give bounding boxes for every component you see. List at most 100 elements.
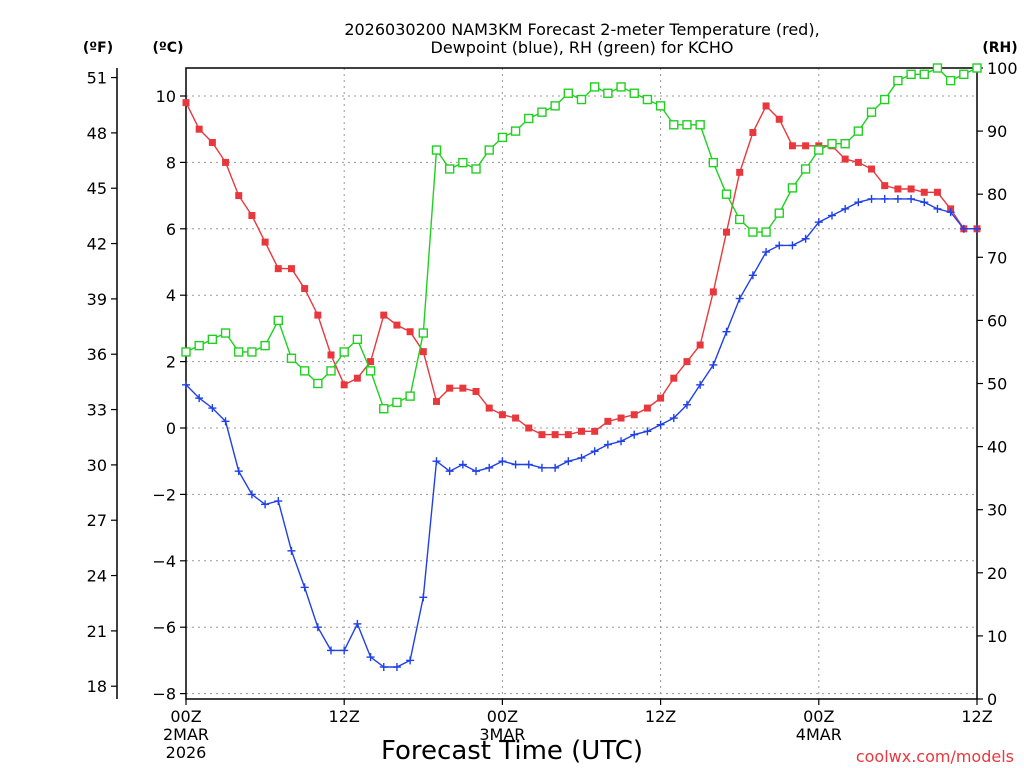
rh-tick-label: 30 <box>987 501 1007 520</box>
rh-point <box>497 132 508 143</box>
rh-tick-label: 20 <box>987 564 1007 583</box>
dewpoint-point <box>617 437 626 446</box>
f-tick-label: 33 <box>87 401 107 420</box>
dewpoint-point <box>419 593 428 602</box>
rh-point <box>194 340 204 351</box>
rh-point <box>286 353 297 363</box>
rh-point <box>273 315 283 326</box>
2-meter-temperature-point <box>643 404 651 412</box>
dewpoint-point <box>445 467 454 476</box>
rh-point <box>629 88 639 98</box>
rh-tick-label: 0 <box>987 690 997 709</box>
dewpoint-point <box>959 224 968 233</box>
rh-point <box>906 69 916 80</box>
dewpoint-point <box>827 211 836 220</box>
x-tick-label: 00Z <box>803 707 834 726</box>
rh-point <box>932 63 943 73</box>
dewpoint-point <box>682 400 691 409</box>
2-meter-temperature-point <box>551 431 559 439</box>
f-tick-label: 42 <box>87 235 107 254</box>
rh-point <box>313 378 323 389</box>
dewpoint-point <box>814 218 823 227</box>
dewpoint-point <box>709 360 718 369</box>
rh-point <box>444 164 455 174</box>
rh-tick-label: 60 <box>987 311 1007 330</box>
dewpoint-point <box>564 457 573 466</box>
rh-point <box>761 227 771 237</box>
rh-tick-label: 80 <box>987 185 1007 204</box>
f-tick-label: 48 <box>87 124 107 143</box>
chart-title: 2026030200 NAM3KM Forecast 2-meter Tempe… <box>344 20 819 39</box>
rh-point <box>352 334 363 345</box>
2-meter-temperature-point <box>881 182 889 190</box>
2-meter-temperature-line <box>185 102 977 436</box>
rh-point <box>945 75 956 86</box>
rh-tick-label: 50 <box>987 375 1007 394</box>
c-tick-label: 0 <box>166 419 176 438</box>
dewpoint-point <box>590 447 599 456</box>
rh-point <box>866 107 877 117</box>
2-meter-temperature-point <box>854 158 862 166</box>
dewpoint-point <box>630 430 639 439</box>
2-meter-temperature-point <box>498 411 506 419</box>
2-meter-temperature-point <box>802 142 810 150</box>
dewpoint-point <box>300 583 309 592</box>
dewpoint-point <box>432 457 441 466</box>
dewpoint-point <box>379 663 388 672</box>
dewpoint-point <box>867 194 876 203</box>
series-group <box>181 63 982 672</box>
rh-point <box>405 391 415 401</box>
2-meter-temperature-point <box>235 192 243 200</box>
2-meter-temperature-point <box>933 188 941 196</box>
rh-point <box>669 120 679 130</box>
rh-tick-label: 100 <box>987 59 1018 78</box>
2-meter-temperature-point <box>749 129 757 137</box>
f-tick-label: 39 <box>87 290 107 309</box>
2-meter-temperature-point <box>485 404 493 412</box>
2-meter-temperature-point <box>578 427 585 435</box>
dewpoint-point <box>762 248 771 257</box>
c-tick-label: 8 <box>166 153 176 172</box>
rh-line <box>185 67 978 410</box>
rh-point <box>682 120 692 130</box>
rh-point <box>418 328 428 338</box>
rh-point <box>458 157 468 168</box>
rh-point <box>392 397 402 408</box>
2-meter-temperature-point <box>340 381 348 389</box>
dewpoint-point <box>669 414 678 423</box>
2-meter-temperature-point <box>604 417 612 425</box>
2-meter-temperature-point <box>617 414 625 422</box>
dewpoint-point <box>722 327 731 336</box>
rh-tick-label: 90 <box>987 122 1007 141</box>
2-meter-temperature-point <box>353 374 361 382</box>
rh-point <box>537 107 547 117</box>
rh-point <box>655 101 666 111</box>
dewpoint-point <box>801 234 810 243</box>
dewpoint-point <box>274 497 283 506</box>
rh-tick-label: 10 <box>987 627 1007 646</box>
2-meter-temperature-point <box>841 155 849 163</box>
dewpoint-point <box>287 546 296 555</box>
rh-point <box>365 366 376 376</box>
2-meter-temperature-point <box>208 138 216 146</box>
axes: 5148454239363330272421181086420−2−4−6−81… <box>87 59 1018 762</box>
f-unit-label: (ºF) <box>83 40 113 56</box>
c-tick-label: −6 <box>152 618 176 637</box>
rh-point <box>563 88 574 98</box>
rh-point <box>207 334 218 345</box>
dewpoint-point <box>524 460 533 469</box>
dewpoint-point <box>498 457 507 466</box>
x-tick-label: 12Z <box>329 707 360 726</box>
x-tick-date: 2MAR <box>163 725 209 744</box>
2-meter-temperature-point <box>393 321 401 329</box>
rh-point <box>708 157 719 168</box>
rh-point <box>326 366 336 376</box>
rh-point <box>787 183 798 193</box>
rh-point <box>339 347 349 357</box>
dewpoint-point <box>893 194 902 203</box>
dewpoint-point <box>907 194 916 203</box>
c-tick-label: 4 <box>166 286 176 305</box>
c-tick-label: 6 <box>166 220 176 239</box>
2-meter-temperature-point <box>380 311 388 319</box>
x-tick-label: 12Z <box>645 707 676 726</box>
